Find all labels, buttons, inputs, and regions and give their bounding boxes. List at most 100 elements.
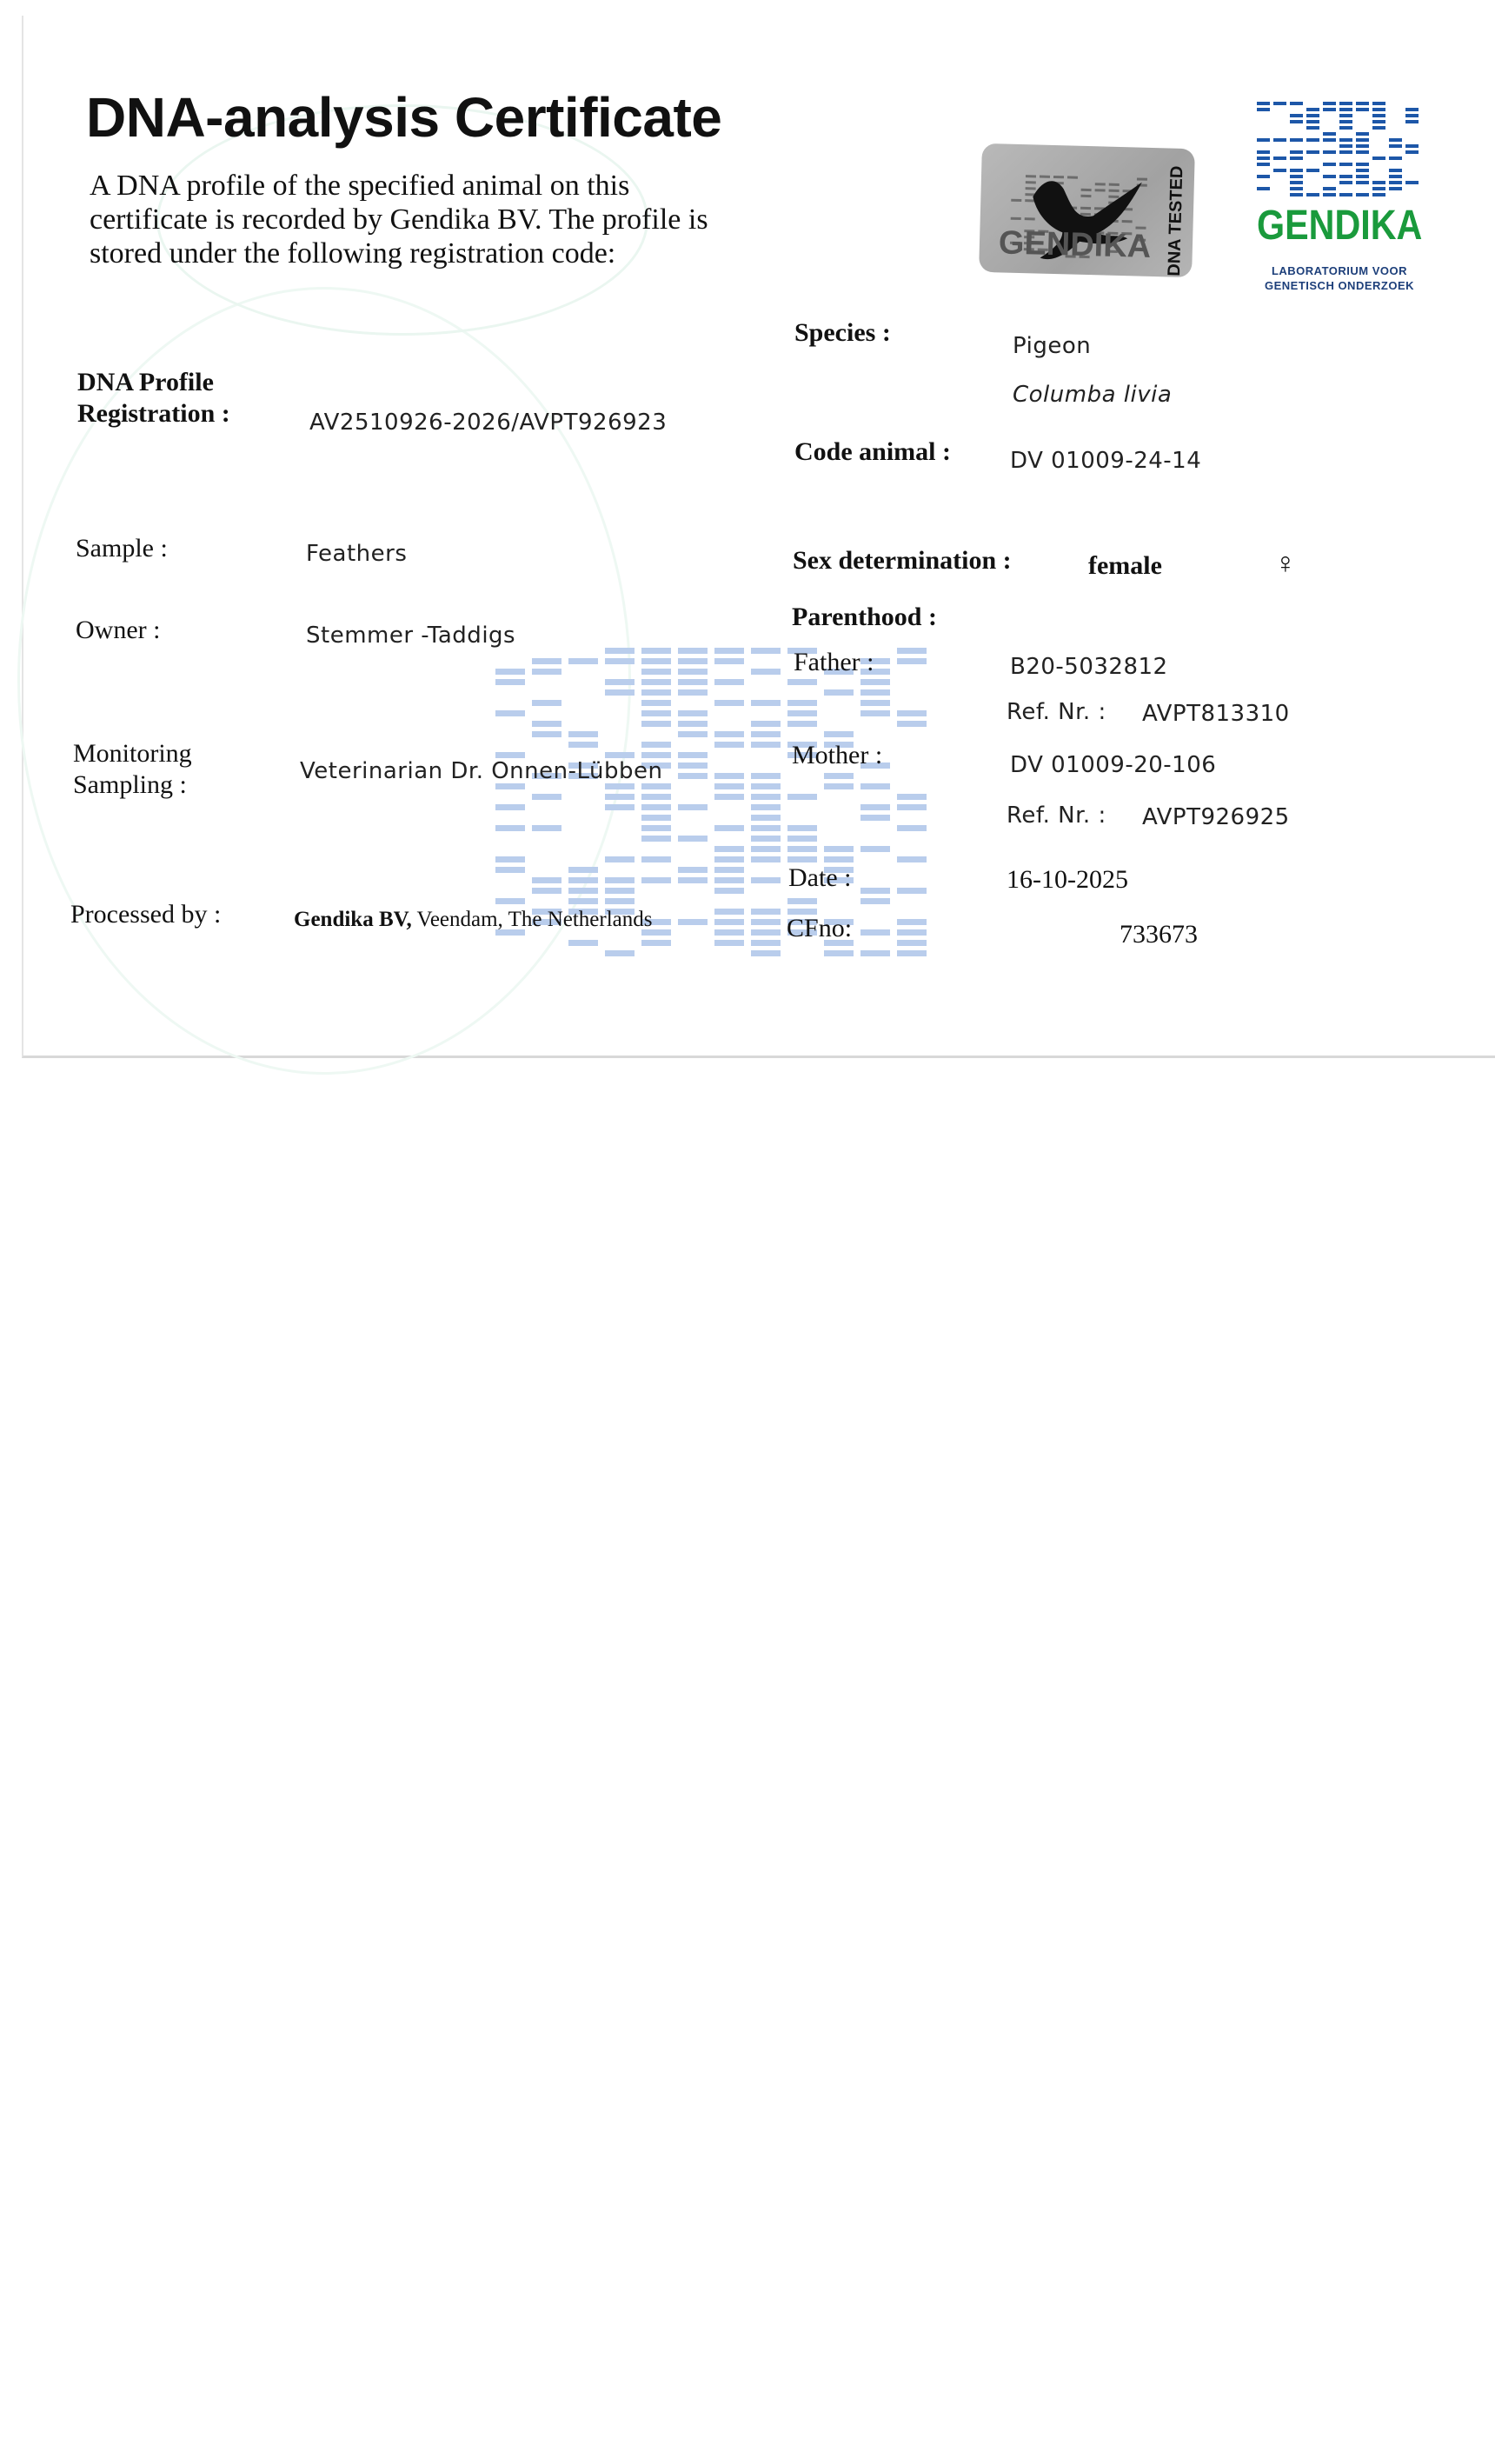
sticker-bar	[1136, 177, 1147, 181]
logo-bar	[1372, 126, 1385, 130]
logo-bar	[1323, 163, 1336, 166]
logo-bar	[1405, 108, 1419, 111]
logo-bar	[1372, 193, 1385, 196]
mother-value: DV 01009-20-106	[1010, 752, 1217, 778]
sticker-bar	[1121, 232, 1133, 236]
logo-bar	[1389, 169, 1402, 172]
logo-bar	[1372, 120, 1385, 123]
logo-bar	[1372, 181, 1385, 184]
sticker-bar	[1080, 206, 1092, 210]
logo-bar	[1405, 144, 1419, 148]
logo-bar	[1372, 102, 1385, 105]
logo-bar	[1323, 138, 1336, 142]
logo-bar	[1257, 175, 1270, 178]
cfno-label: CFno:	[787, 914, 853, 942]
logo-bar	[1339, 138, 1352, 142]
sticker-bar	[1025, 175, 1037, 178]
logo-bar	[1257, 108, 1270, 111]
sticker-dna-tested: DNA TESTED	[1165, 165, 1187, 276]
logo-bar	[1323, 102, 1336, 105]
logo-bar	[1405, 150, 1419, 154]
logo-bar	[1290, 193, 1303, 196]
logo-bar	[1356, 102, 1369, 105]
logo-bar	[1257, 138, 1270, 142]
logo-bar	[1306, 126, 1319, 130]
logo-bar	[1306, 138, 1319, 142]
logo-bar	[1372, 156, 1385, 160]
logo-bar	[1339, 108, 1352, 111]
logo-bar	[1323, 175, 1336, 178]
logo-bar	[1356, 138, 1369, 142]
logo-bar	[1339, 120, 1352, 123]
sticker-bar	[1025, 193, 1036, 196]
sticker-bar	[1024, 236, 1035, 239]
logo-bar	[1306, 193, 1319, 196]
registration-label-1: DNA Profile	[77, 368, 214, 396]
dna-tested-sticker: GENDIKA DNA TESTED	[979, 143, 1195, 278]
registration-label-2: Registration :	[77, 399, 230, 428]
logo-bar	[1290, 175, 1303, 178]
logo-bar	[1290, 120, 1303, 123]
logo-bar	[1339, 181, 1352, 184]
logo-bar	[1339, 175, 1352, 178]
logo-bar	[1339, 114, 1352, 117]
sticker-bar	[1080, 212, 1091, 216]
parenthood-label: Parenthood :	[792, 603, 937, 631]
processed-location: Veendam, The Netherlands	[416, 908, 653, 931]
logo-bar	[1257, 187, 1270, 190]
sticker-bar	[1009, 241, 1021, 245]
sticker-bar	[1121, 220, 1133, 223]
sticker-bar	[1108, 189, 1120, 192]
logo-bar	[1290, 150, 1303, 154]
logo-bar	[1290, 102, 1303, 105]
logo-bar	[1290, 138, 1303, 142]
sticker-bar	[1079, 255, 1090, 259]
father-value: B20-5032812	[1010, 654, 1168, 680]
logo-bar	[1356, 132, 1369, 136]
logo-bar	[1339, 163, 1352, 166]
species-label: Species :	[794, 318, 891, 347]
gendika-logo-icon	[1257, 102, 1419, 196]
logo-bar	[1323, 108, 1336, 111]
logo-bar	[1290, 114, 1303, 117]
logo-bar	[1290, 156, 1303, 160]
logo-bar	[1306, 108, 1319, 111]
logo-bar	[1389, 144, 1402, 148]
sample-value: Feathers	[306, 541, 408, 567]
logo-bar	[1323, 193, 1336, 196]
logo-bar	[1306, 120, 1319, 123]
logo-bar	[1389, 187, 1402, 190]
owner-value: Stemmer -Taddigs	[306, 623, 516, 649]
logo-subtitle: LABORATORIUM VOOR GENETISCH ONDERZOEK	[1264, 264, 1414, 292]
logo-bar	[1290, 187, 1303, 190]
female-symbol-icon: ♀	[1274, 548, 1297, 580]
logo-bar	[1339, 126, 1352, 130]
mother-ref-label: Ref. Nr. :	[1007, 802, 1106, 829]
species-latin: Columba livia	[1013, 382, 1173, 408]
sex-value: female	[1088, 551, 1162, 580]
sticker-bar	[1135, 226, 1146, 230]
logo-bar	[1405, 114, 1419, 117]
sticker-brand: GENDIKA	[998, 224, 1152, 265]
code-animal-label: Code animal :	[794, 437, 951, 466]
logo-bar	[1323, 150, 1336, 154]
logo-bar	[1372, 187, 1385, 190]
sticker-bar	[1023, 242, 1035, 245]
sticker-bar	[1094, 207, 1106, 210]
monitoring-value: Veterinarian Dr. Onnen-Lübben	[300, 758, 663, 784]
sticker-bar	[1108, 195, 1120, 198]
logo-bar	[1323, 187, 1336, 190]
sticker-bar	[1025, 187, 1036, 190]
mother-label: Mother :	[792, 741, 883, 769]
date-value: 16-10-2025	[1007, 865, 1128, 894]
logo-bar	[1389, 181, 1402, 184]
sticker-bar	[1025, 199, 1036, 203]
sticker-bar	[1080, 194, 1092, 198]
logo-bar	[1306, 150, 1319, 154]
logo-bar	[1356, 163, 1369, 166]
logo-bar	[1257, 156, 1270, 160]
logo-bar	[1356, 144, 1369, 148]
logo-bar	[1257, 102, 1270, 105]
sticker-bar	[1094, 189, 1106, 192]
sticker-bar	[1037, 248, 1048, 251]
